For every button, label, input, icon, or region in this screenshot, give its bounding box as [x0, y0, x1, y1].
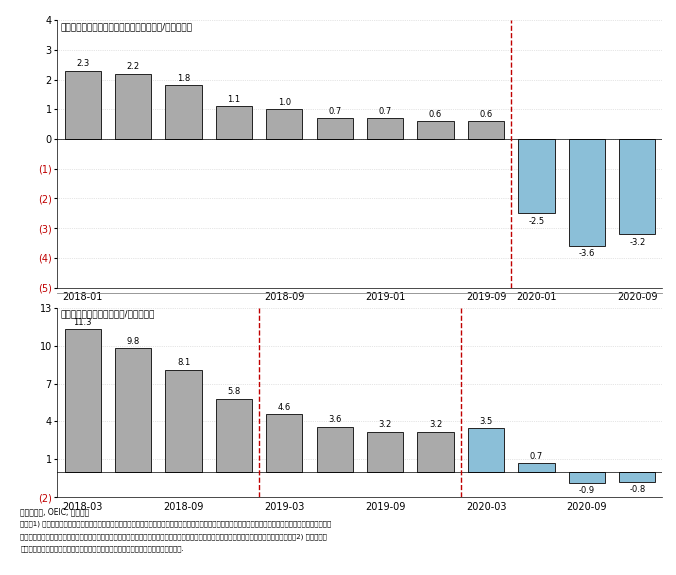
Bar — [468, 121, 504, 139]
Text: 1.1: 1.1 — [227, 95, 241, 104]
Text: 1.8: 1.8 — [177, 74, 190, 83]
Text: 实际货值件数据，总数之第一批。及行认为及行的行算工主变合理，因为如果债债货付算分小时间，地方政府债不分钱券机总是，营付款卖况即期。2) 及行的地方: 实际货值件数据，总数之第一批。及行认为及行的行算工主变合理，因为如果债债货付算分… — [20, 533, 327, 539]
Text: -3.2: -3.2 — [629, 237, 646, 247]
Bar — [418, 432, 454, 472]
Bar — [216, 106, 252, 139]
Text: 1.0: 1.0 — [278, 98, 291, 107]
Bar — [569, 472, 605, 484]
Bar — [266, 414, 302, 472]
Bar — [367, 118, 404, 139]
Text: 政府收入包括内中税种其分计，奖地收入，城土还定支出，扶税率，公费含金，国行率.: 政府收入包括内中税种其分计，奖地收入，城土还定支出，扶税率，公费含金，国行率. — [20, 546, 184, 552]
Text: 3.2: 3.2 — [379, 420, 392, 430]
Bar — [619, 472, 656, 482]
Text: -0.8: -0.8 — [629, 485, 646, 494]
Text: 2.2: 2.2 — [126, 62, 140, 71]
Bar — [518, 139, 554, 213]
Text: 0.7: 0.7 — [530, 452, 543, 461]
Text: 3.5: 3.5 — [479, 416, 493, 426]
Bar — [569, 139, 605, 246]
Text: 0.7: 0.7 — [379, 107, 392, 116]
Bar — [166, 86, 201, 139]
Text: -0.9: -0.9 — [579, 486, 595, 495]
Bar — [316, 427, 353, 472]
Text: -2.5: -2.5 — [529, 217, 544, 226]
Bar — [115, 348, 151, 472]
Bar — [316, 118, 353, 139]
Bar — [418, 121, 454, 139]
Text: 3.2: 3.2 — [429, 420, 442, 430]
Bar — [216, 398, 252, 472]
Text: 地方政府偿债能（对政收入/还本付息）: 地方政府偿债能（对政收入/还本付息） — [60, 309, 155, 319]
Bar — [64, 71, 101, 139]
Text: 2.3: 2.3 — [76, 59, 89, 68]
Bar — [468, 428, 504, 472]
Text: 备注：1) 及行的行算包括地方政府信债和城投债件个债数据。及行发现之后总的数量和利税根据更好的数据大体一致。然后，及行的行算显示所有货币付事退放大于: 备注：1) 及行的行算包括地方政府信债和城投债件个债数据。及行发现之后总的数量和… — [20, 520, 331, 527]
Text: 9.8: 9.8 — [126, 337, 140, 346]
Text: 4.6: 4.6 — [278, 402, 291, 412]
Text: 3.6: 3.6 — [328, 415, 341, 424]
Text: 8.1: 8.1 — [177, 358, 190, 367]
Bar — [367, 432, 404, 472]
Text: 来源：万得, OEIC, 文件国际: 来源：万得, OEIC, 文件国际 — [20, 507, 89, 516]
Bar — [518, 463, 554, 472]
Text: 0.6: 0.6 — [429, 110, 442, 119]
Text: 5.8: 5.8 — [227, 388, 241, 396]
Text: 0.6: 0.6 — [479, 110, 493, 119]
Bar — [266, 109, 302, 139]
Bar — [115, 74, 151, 139]
Bar — [166, 370, 201, 472]
Bar — [619, 139, 656, 234]
Text: 地方政府偿债能力（对税收入扣除利息支出/还本等息）: 地方政府偿债能力（对税收入扣除利息支出/还本等息） — [60, 23, 193, 32]
Text: -3.6: -3.6 — [579, 250, 595, 259]
Text: 11.3: 11.3 — [74, 318, 92, 327]
Text: 0.7: 0.7 — [328, 107, 341, 116]
Bar — [64, 329, 101, 472]
